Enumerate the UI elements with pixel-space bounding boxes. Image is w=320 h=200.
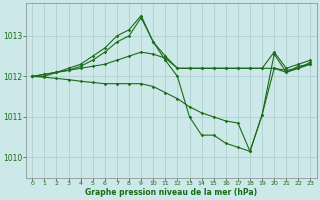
X-axis label: Graphe pression niveau de la mer (hPa): Graphe pression niveau de la mer (hPa) bbox=[85, 188, 257, 197]
